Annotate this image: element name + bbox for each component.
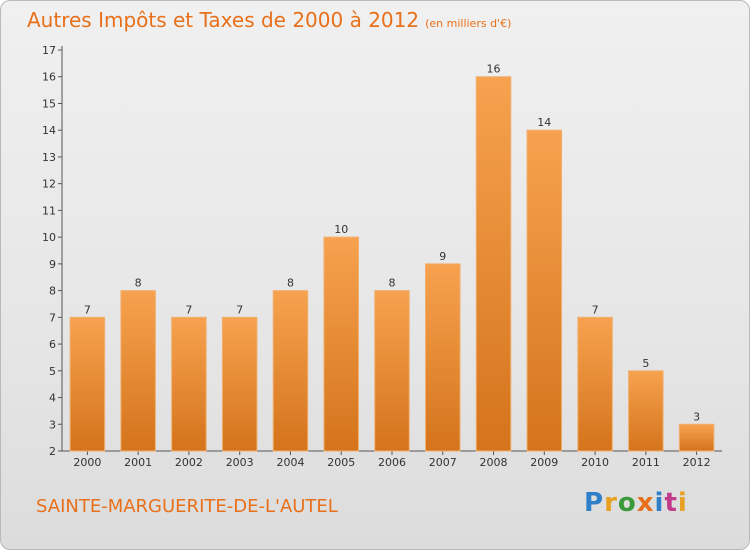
bar-value-label: 3 — [693, 410, 700, 423]
logo-letter: o — [617, 488, 637, 518]
x-tick-label: 2009 — [530, 456, 558, 469]
x-tick-label: 2008 — [480, 456, 508, 469]
logo-letter: i — [677, 488, 688, 518]
x-tick-label: 2004 — [276, 456, 304, 469]
y-tick-label: 4 — [49, 392, 56, 405]
bar — [221, 316, 258, 452]
bar-value-label: 7 — [84, 303, 91, 316]
bar — [678, 423, 715, 452]
y-axis: 2 3 4 5 6 7 8 9 10 11 12 13 14 15 16 17 — [42, 44, 63, 458]
y-tick-label: 12 — [42, 178, 56, 191]
bar-value-label: 16 — [487, 63, 501, 76]
bar-value-label: 9 — [439, 250, 446, 263]
x-tick-label: 2002 — [175, 456, 203, 469]
x-tick-label: 2006 — [378, 456, 406, 469]
bar-value-label: 8 — [389, 277, 396, 290]
bar-value-label: 5 — [642, 357, 649, 370]
bar — [120, 290, 156, 452]
bar-value-label: 14 — [537, 116, 551, 129]
chart-subtitle: (en milliers d'€) — [425, 17, 512, 30]
y-tick-label: 14 — [42, 124, 56, 137]
logo-letter: i — [654, 488, 665, 518]
bar-value-label: 8 — [287, 277, 294, 290]
bar-value-label: 7 — [592, 303, 599, 316]
proxiti-logo: Proxiti — [584, 488, 688, 518]
y-tick-label: 5 — [49, 365, 56, 378]
bar — [628, 370, 664, 452]
y-tick-label: 3 — [49, 418, 56, 431]
logo-letter: x — [636, 488, 655, 518]
y-tick-label: 10 — [42, 231, 56, 244]
x-tick-label: 2000 — [73, 456, 101, 469]
x-axis: 2000 2001 2002 2003 2004 2005 2006 2007 2008 2009… — [62, 450, 722, 469]
bar-value-label: 7 — [236, 303, 243, 316]
x-tick-label: 2005 — [327, 456, 355, 469]
y-tick-label: 6 — [49, 338, 56, 351]
title-text: Autres Impôts et Taxes de 2000 à 2012 — [27, 8, 420, 32]
y-tick-label: 16 — [42, 71, 56, 84]
x-tick-label: 2001 — [124, 456, 152, 469]
logo-letter: P — [584, 488, 605, 518]
x-tick-label: 2003 — [226, 456, 254, 469]
x-tick-label: 2010 — [581, 456, 609, 469]
bar-value-label: 10 — [334, 223, 348, 236]
y-tick-label: 13 — [42, 151, 56, 164]
bar — [475, 76, 512, 452]
chart-title: Autres Impôts et Taxes de 2000 à 2012 (en… — [27, 8, 511, 32]
x-tick-label: 2007 — [429, 456, 457, 469]
logo-letter: t — [664, 488, 678, 518]
bar-value-label: 8 — [135, 277, 142, 290]
bar — [69, 316, 106, 452]
bar — [526, 129, 563, 452]
y-tick-label: 17 — [42, 44, 56, 57]
logo-letter: r — [604, 488, 618, 518]
x-tick-label: 2011 — [632, 456, 660, 469]
y-tick-label: 2 — [49, 445, 56, 458]
bar — [272, 290, 309, 452]
y-tick-label: 7 — [49, 311, 56, 324]
bar — [577, 316, 613, 452]
y-tick-label: 8 — [49, 285, 56, 298]
y-tick-label: 15 — [42, 97, 56, 110]
bar — [374, 290, 410, 452]
bar — [425, 263, 461, 452]
y-tick-label: 9 — [49, 258, 56, 271]
bars: 7 8 7 7 8 10 8 9 16 14 7 5 3 — [69, 63, 715, 452]
x-tick-label: 2012 — [683, 456, 711, 469]
bar-value-label: 7 — [185, 303, 192, 316]
bar — [323, 236, 359, 452]
place-name: SAINTE-MARGUERITE-DE-L'AUTEL — [36, 496, 338, 517]
y-tick-label: 11 — [42, 204, 56, 217]
bar — [171, 316, 207, 452]
